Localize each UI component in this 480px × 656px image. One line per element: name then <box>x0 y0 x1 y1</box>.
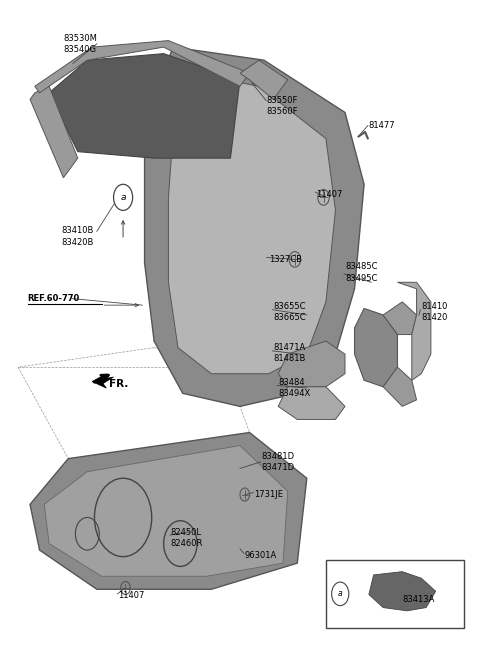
Text: 83655C
83665C: 83655C 83665C <box>274 302 306 321</box>
Polygon shape <box>92 374 114 388</box>
Text: 11407: 11407 <box>118 591 144 600</box>
Polygon shape <box>397 282 431 380</box>
Text: 1327CB: 1327CB <box>269 255 301 264</box>
FancyBboxPatch shape <box>326 560 464 628</box>
Polygon shape <box>44 445 288 576</box>
Polygon shape <box>278 387 345 419</box>
Text: 83410B
83420B: 83410B 83420B <box>61 226 94 247</box>
Polygon shape <box>30 432 307 589</box>
Text: 1731JE: 1731JE <box>254 490 283 499</box>
Text: 81477: 81477 <box>369 121 396 130</box>
Text: 82450L
82460R: 82450L 82460R <box>171 528 203 548</box>
Polygon shape <box>278 341 345 387</box>
Polygon shape <box>383 302 417 335</box>
Text: 83484
83494X: 83484 83494X <box>278 378 311 398</box>
Polygon shape <box>355 308 397 387</box>
Text: 83413A: 83413A <box>402 594 434 604</box>
Text: 83550F
83560F: 83550F 83560F <box>266 96 298 116</box>
Polygon shape <box>383 367 417 406</box>
Circle shape <box>332 582 349 605</box>
Text: a: a <box>120 193 126 202</box>
Text: a: a <box>338 589 343 598</box>
Text: 83530M
83540G: 83530M 83540G <box>63 34 97 54</box>
Polygon shape <box>35 41 250 93</box>
Text: 96301A: 96301A <box>245 551 277 560</box>
Circle shape <box>114 184 132 211</box>
Text: 83485C
83495C: 83485C 83495C <box>345 262 377 283</box>
Text: 81410
81420: 81410 81420 <box>421 302 448 321</box>
Polygon shape <box>240 60 288 99</box>
Polygon shape <box>49 54 240 158</box>
Polygon shape <box>369 571 436 611</box>
Polygon shape <box>30 87 78 178</box>
Polygon shape <box>144 47 364 406</box>
Text: REF.60-770: REF.60-770 <box>28 294 80 303</box>
Text: 11407: 11407 <box>316 190 343 199</box>
Text: FR.: FR. <box>109 379 128 388</box>
Text: 81471A
81481B: 81471A 81481B <box>274 343 306 363</box>
Text: 83481D
83471D: 83481D 83471D <box>262 452 295 472</box>
Polygon shape <box>168 73 336 374</box>
